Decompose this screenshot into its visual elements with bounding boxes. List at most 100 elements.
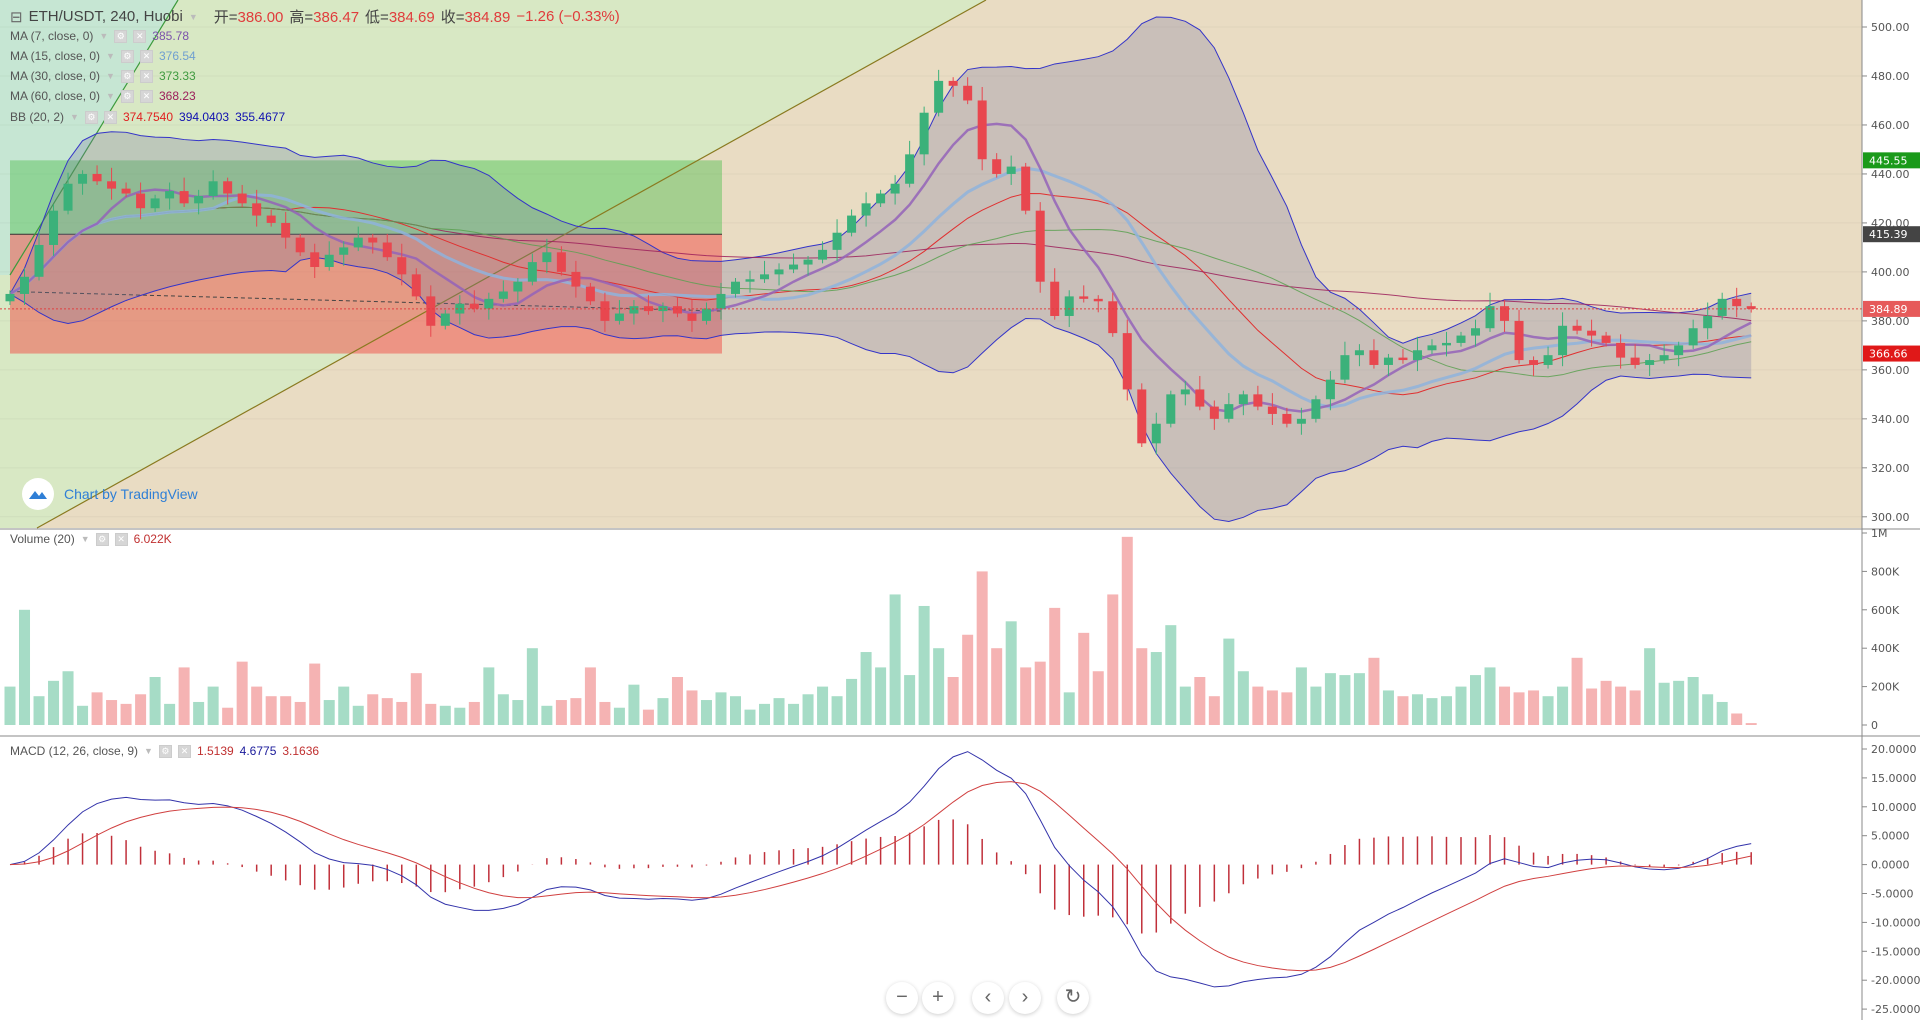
price-axis-tick-label: 320.00 [1871,462,1910,475]
chevron-down-icon[interactable]: ▼ [70,112,79,122]
volume-bar [1397,696,1409,725]
volume-bar [541,705,553,725]
candle-body [1296,418,1306,424]
chevron-down-icon[interactable]: ▼ [144,746,153,756]
bb-lower-line [9,256,1752,523]
settings-icon[interactable]: ⚙ [120,69,134,83]
settings-icon[interactable]: ⚙ [120,49,134,63]
high-label: 高= [289,9,314,26]
settings-icon[interactable]: ⚙ [84,110,98,124]
volume-bar [77,705,89,725]
volume-bar [149,677,161,725]
price-axis-tick-label: 460.00 [1871,119,1910,132]
low-label: 低= [365,9,389,26]
ma-legend-0[interactable]: MA (7, close, 0) ▼ ⚙ ✕ 385.78 [10,29,189,43]
volume-bar [62,671,74,725]
candle-body [281,222,291,238]
bb-legend[interactable]: BB (20, 2) ▼ ⚙ ✕ 374.7540 394.0403 355.467… [10,110,285,124]
candle-body [165,191,175,199]
volume-bar [1136,648,1148,725]
candle-body [1166,394,1176,424]
ma-value: 373.33 [158,69,196,83]
volume-bar [106,700,118,725]
candle-body [1514,320,1524,361]
close-icon[interactable]: ✕ [133,29,147,43]
candle-body [1688,328,1698,346]
volume-bar [744,709,756,725]
close-icon[interactable]: ✕ [114,532,128,546]
candle-body [1645,360,1655,365]
candle-body [1253,394,1263,407]
chevron-down-icon[interactable]: ▼ [106,91,115,101]
volume-bar [1426,698,1438,725]
close-value: 384.89 [464,9,511,26]
macd-axis-tick-label: 10.0000 [1871,801,1917,814]
close-icon[interactable]: ✕ [103,110,117,124]
settings-icon[interactable]: ⚙ [114,29,128,43]
ma-legend-2[interactable]: MA (30, close, 0) ▼ ⚙ ✕ 373.33 [10,69,196,83]
watermark-text: Chart by TradingView [64,486,198,502]
scroll-left-button[interactable]: ‹ [972,982,1004,1014]
volume-bar [1194,677,1206,725]
close-icon[interactable]: ✕ [177,744,191,758]
volume-bar [33,696,45,725]
settings-icon[interactable]: ⚙ [95,532,109,546]
chevron-down-icon[interactable]: ▼ [106,71,115,81]
candle-body [977,100,987,160]
volume-axis-tick-label: 800K [1871,565,1900,578]
chevron-down-icon[interactable]: ▼ [80,534,90,544]
macd-legend[interactable]: MACD (12, 26, close, 9) ▼ ⚙ ✕ 1.5139 4.677… [10,744,319,758]
candle-body [34,244,44,277]
volume-bar [860,652,872,725]
tradingview-watermark[interactable]: Chart by TradingView [22,478,198,510]
candle-body [571,271,581,287]
price-badge-label: 384.89 [1869,303,1908,316]
chevron-down-icon[interactable]: ▼ [99,31,109,41]
candle-body [760,274,770,280]
volume-bar [700,700,712,725]
candle-body [1050,281,1060,316]
candle-body [701,308,711,321]
volume-bar [323,700,335,725]
candle-body [382,242,392,258]
tradingview-logo-icon [22,478,54,510]
ma-legend-3[interactable]: MA (60, close, 0) ▼ ⚙ ✕ 368.23 [10,89,196,103]
collapse-icon[interactable]: ⊟ [10,8,23,26]
volume-bar [425,703,437,725]
symbol-label[interactable]: ETH/USDT, 240, Huobi [28,8,183,25]
zoom-out-button[interactable]: − [886,982,918,1014]
volume-bar [831,696,843,725]
volume-bar [1673,680,1685,725]
scroll-right-button[interactable]: › [1009,982,1041,1014]
ma-legend-1[interactable]: MA (15, close, 0) ▼ ⚙ ✕ 376.54 [10,49,196,63]
settings-icon[interactable]: ⚙ [158,744,172,758]
close-icon[interactable]: ✕ [139,69,153,83]
reset-chart-button[interactable]: ↻ [1057,982,1089,1014]
volume-bar [1049,607,1061,725]
candle-body [1354,350,1364,356]
volume-bar [1339,675,1351,725]
candle-body [440,313,450,326]
close-icon[interactable]: ✕ [139,89,153,103]
candle-body [1267,406,1277,414]
volume-bar [1237,671,1249,725]
volume-bar [1499,686,1511,725]
volume-bar [889,594,901,725]
volume-bar [613,707,625,725]
chevron-down-icon[interactable]: ▼ [106,51,115,61]
ma-value: 376.54 [158,49,196,63]
settings-icon[interactable]: ⚙ [120,89,134,103]
candle-body [324,254,334,268]
volume-bar [1513,692,1525,725]
candle-body [847,215,857,233]
volume-bar [1731,713,1743,725]
zoom-in-button[interactable]: + [922,982,954,1014]
volume-bar [1092,671,1104,725]
volume-bar [193,701,205,725]
close-icon[interactable]: ✕ [139,49,153,63]
macd-axis-tick-label: -10.0000 [1871,916,1920,929]
volume-legend[interactable]: Volume (20) ▼ ⚙ ✕ 6.022K [10,532,172,546]
chevron-down-icon[interactable]: ▼ [188,11,198,22]
volume-bar [338,686,350,725]
